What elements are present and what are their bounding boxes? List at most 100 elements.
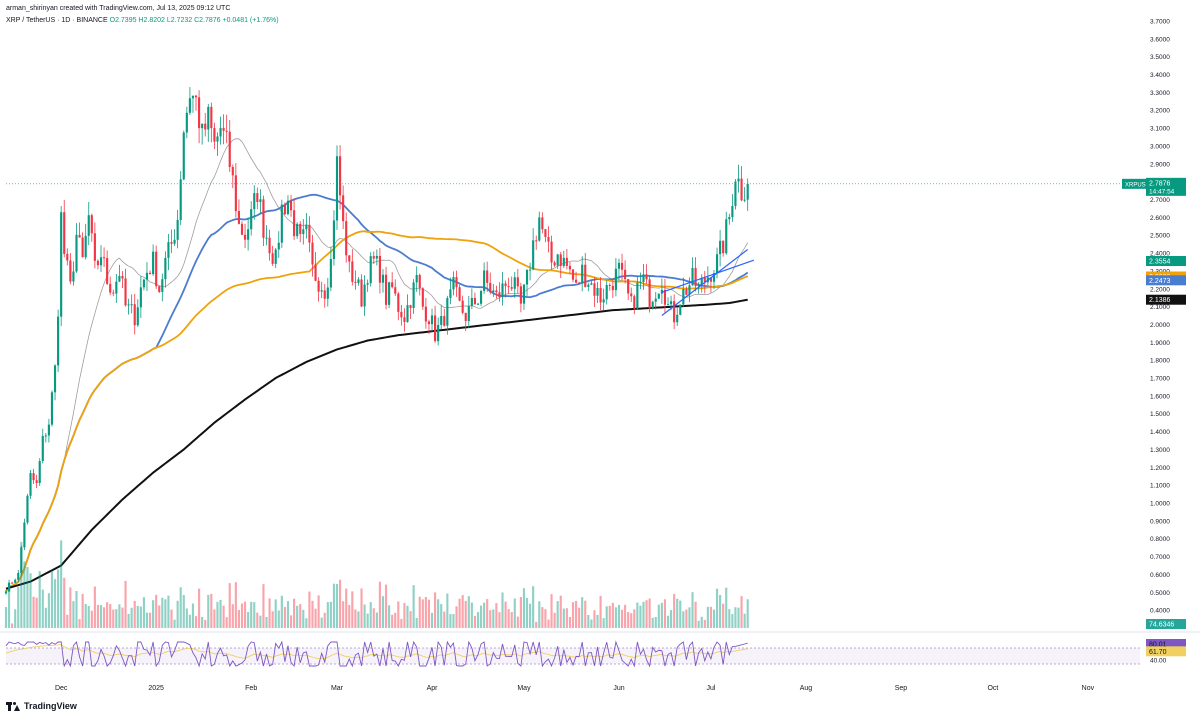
trend-channel-line[interactable]	[661, 248, 749, 317]
candle[interactable]	[682, 289, 685, 305]
candle[interactable]	[440, 316, 443, 325]
candle[interactable]	[654, 298, 657, 302]
candle[interactable]	[158, 286, 161, 292]
candle[interactable]	[277, 242, 280, 250]
candle[interactable]	[418, 274, 421, 289]
candle[interactable]	[29, 473, 32, 496]
candle[interactable]	[593, 283, 596, 296]
candle[interactable]	[283, 204, 286, 215]
candle[interactable]	[584, 264, 587, 287]
candle[interactable]	[663, 289, 667, 305]
candle[interactable]	[289, 200, 293, 211]
candle[interactable]	[103, 257, 106, 259]
candle[interactable]	[305, 224, 308, 230]
candle[interactable]	[522, 284, 526, 304]
candle[interactable]	[106, 258, 109, 284]
candle[interactable]	[620, 262, 624, 270]
candle[interactable]	[136, 307, 139, 326]
candle[interactable]	[50, 392, 54, 425]
candle[interactable]	[743, 199, 746, 201]
candle[interactable]	[525, 269, 529, 285]
candle[interactable]	[213, 128, 216, 142]
candle[interactable]	[81, 237, 84, 258]
candle[interactable]	[476, 303, 480, 305]
candle[interactable]	[124, 278, 127, 306]
candle[interactable]	[225, 130, 228, 132]
candle[interactable]	[366, 283, 369, 285]
candle[interactable]	[4, 591, 8, 594]
candle[interactable]	[513, 277, 516, 289]
candle[interactable]	[329, 259, 332, 288]
candle[interactable]	[633, 296, 636, 309]
candle[interactable]	[35, 480, 38, 483]
symbol-label[interactable]: XRP / TetherUS · 1D · BINANCE	[6, 17, 108, 24]
candle[interactable]	[734, 181, 737, 207]
candle[interactable]	[265, 237, 268, 239]
candle[interactable]	[608, 284, 611, 286]
candle[interactable]	[467, 306, 470, 322]
candle[interactable]	[299, 223, 302, 235]
candle[interactable]	[728, 217, 731, 220]
candle[interactable]	[335, 156, 339, 221]
candle[interactable]	[247, 229, 250, 240]
candle[interactable]	[556, 254, 559, 266]
candle[interactable]	[624, 269, 627, 280]
candle[interactable]	[562, 257, 565, 267]
candle[interactable]	[587, 284, 590, 287]
candle[interactable]	[719, 240, 722, 255]
candle[interactable]	[17, 572, 20, 580]
candle[interactable]	[188, 98, 191, 113]
candle[interactable]	[7, 582, 11, 592]
candle[interactable]	[351, 261, 354, 282]
candle[interactable]	[115, 281, 118, 294]
candle[interactable]	[630, 293, 633, 297]
candle[interactable]	[599, 288, 602, 303]
candle[interactable]	[473, 298, 476, 305]
candle[interactable]	[602, 299, 605, 303]
candle[interactable]	[219, 127, 222, 137]
candle[interactable]	[384, 274, 388, 305]
candle[interactable]	[320, 290, 323, 292]
candle[interactable]	[194, 95, 198, 98]
candle[interactable]	[96, 260, 100, 266]
candle[interactable]	[516, 277, 519, 287]
candle[interactable]	[84, 235, 87, 258]
candle[interactable]	[409, 305, 412, 308]
candle[interactable]	[338, 156, 342, 196]
candle[interactable]	[237, 211, 241, 224]
candle[interactable]	[38, 461, 41, 483]
candle[interactable]	[605, 284, 608, 300]
candle[interactable]	[14, 579, 17, 583]
candle[interactable]	[697, 284, 700, 287]
candle[interactable]	[243, 234, 247, 240]
candle[interactable]	[394, 287, 397, 294]
candle[interactable]	[348, 255, 351, 262]
candle[interactable]	[645, 274, 648, 280]
candle[interactable]	[458, 287, 461, 301]
candle[interactable]	[222, 127, 225, 131]
candle[interactable]	[308, 224, 311, 243]
candle[interactable]	[627, 279, 630, 294]
candle[interactable]	[666, 304, 670, 306]
candle[interactable]	[378, 255, 381, 283]
candle[interactable]	[360, 279, 363, 307]
candle[interactable]	[553, 262, 556, 266]
candle[interactable]	[216, 136, 219, 142]
candle[interactable]	[185, 112, 188, 133]
candle[interactable]	[228, 131, 231, 167]
candle[interactable]	[636, 282, 639, 309]
candle[interactable]	[271, 253, 274, 264]
candle[interactable]	[529, 269, 532, 271]
candle[interactable]	[679, 304, 682, 315]
candle[interactable]	[449, 289, 452, 298]
candle[interactable]	[173, 239, 176, 244]
candle[interactable]	[400, 311, 403, 318]
candle[interactable]	[391, 282, 394, 288]
candle[interactable]	[302, 229, 305, 235]
candle[interactable]	[565, 257, 568, 266]
candle[interactable]	[75, 234, 78, 272]
candle[interactable]	[44, 435, 47, 437]
candle[interactable]	[311, 242, 314, 265]
candle[interactable]	[685, 289, 688, 295]
